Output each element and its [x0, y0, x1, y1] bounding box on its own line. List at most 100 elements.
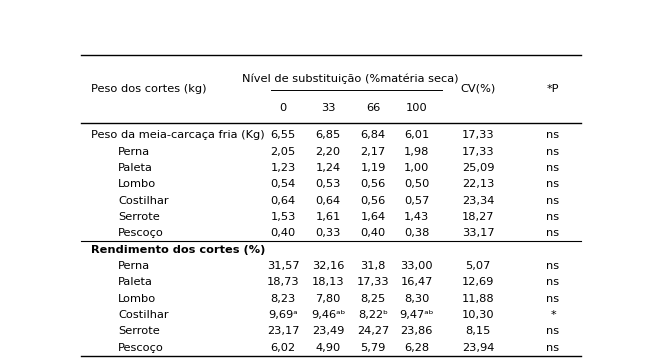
Text: 6,84: 6,84: [361, 130, 386, 140]
Text: Peso da meia-carcaça fria (Kg): Peso da meia-carcaça fria (Kg): [90, 130, 264, 140]
Text: 1,23: 1,23: [270, 163, 295, 173]
Text: 1,00: 1,00: [404, 163, 429, 173]
Text: ns: ns: [546, 228, 560, 238]
Text: Pescoço: Pescoço: [118, 228, 164, 238]
Text: Nível de substituição (%matéria seca): Nível de substituição (%matéria seca): [242, 73, 458, 84]
Text: Perna: Perna: [118, 147, 150, 156]
Text: 23,17: 23,17: [267, 326, 299, 337]
Text: Costilhar: Costilhar: [118, 196, 169, 206]
Text: 0,57: 0,57: [404, 196, 429, 206]
Text: 31,8: 31,8: [361, 261, 386, 271]
Text: 9,47ᵃᵇ: 9,47ᵃᵇ: [399, 310, 434, 320]
Text: 8,15: 8,15: [465, 326, 491, 337]
Text: ns: ns: [546, 147, 560, 156]
Text: 0,64: 0,64: [315, 196, 341, 206]
Text: 0,40: 0,40: [270, 228, 295, 238]
Text: 1,43: 1,43: [404, 212, 429, 222]
Text: 0,40: 0,40: [361, 228, 386, 238]
Text: 23,34: 23,34: [462, 196, 494, 206]
Text: 66: 66: [366, 103, 380, 113]
Text: ns: ns: [546, 163, 560, 173]
Text: Paleta: Paleta: [118, 163, 153, 173]
Text: 33,00: 33,00: [401, 261, 433, 271]
Text: 0: 0: [279, 103, 286, 113]
Text: ns: ns: [546, 212, 560, 222]
Text: 9,46ᵃᵇ: 9,46ᵃᵇ: [311, 310, 345, 320]
Text: 6,28: 6,28: [404, 343, 429, 353]
Text: 0,38: 0,38: [404, 228, 429, 238]
Text: 6,01: 6,01: [404, 130, 429, 140]
Text: 0,33: 0,33: [315, 228, 341, 238]
Text: 18,73: 18,73: [267, 277, 299, 287]
Text: 1,61: 1,61: [315, 212, 341, 222]
Text: ns: ns: [546, 343, 560, 353]
Text: ns: ns: [546, 326, 560, 337]
Text: 0,50: 0,50: [404, 179, 429, 189]
Text: 0,53: 0,53: [315, 179, 341, 189]
Text: 9,69ᵃ: 9,69ᵃ: [268, 310, 298, 320]
Text: 23,49: 23,49: [312, 326, 344, 337]
Text: 33: 33: [321, 103, 335, 113]
Text: 1,53: 1,53: [270, 212, 296, 222]
Text: Lombo: Lombo: [118, 294, 156, 304]
Text: ns: ns: [546, 179, 560, 189]
Text: CV(%): CV(%): [461, 84, 495, 94]
Text: ns: ns: [546, 277, 560, 287]
Text: 1,98: 1,98: [404, 147, 429, 156]
Text: 18,27: 18,27: [462, 212, 494, 222]
Text: 25,09: 25,09: [462, 163, 494, 173]
Text: 24,27: 24,27: [357, 326, 389, 337]
Text: Perna: Perna: [118, 261, 150, 271]
Text: 0,56: 0,56: [361, 179, 386, 189]
Text: 1,24: 1,24: [315, 163, 341, 173]
Text: Peso dos cortes (kg): Peso dos cortes (kg): [90, 84, 206, 94]
Text: 4,90: 4,90: [315, 343, 341, 353]
Text: 11,88: 11,88: [462, 294, 494, 304]
Text: 8,23: 8,23: [270, 294, 295, 304]
Text: 1,64: 1,64: [361, 212, 386, 222]
Text: 7,80: 7,80: [315, 294, 341, 304]
Text: Paleta: Paleta: [118, 277, 153, 287]
Text: 33,17: 33,17: [462, 228, 494, 238]
Text: Costilhar: Costilhar: [118, 310, 169, 320]
Text: 1,19: 1,19: [361, 163, 386, 173]
Text: 8,25: 8,25: [361, 294, 386, 304]
Text: 6,85: 6,85: [315, 130, 341, 140]
Text: 18,13: 18,13: [312, 277, 344, 287]
Text: Rendimento dos cortes (%): Rendimento dos cortes (%): [90, 245, 265, 255]
Text: 8,22ᵇ: 8,22ᵇ: [358, 310, 388, 320]
Text: 31,57: 31,57: [267, 261, 299, 271]
Text: Lombo: Lombo: [118, 179, 156, 189]
Text: 0,54: 0,54: [270, 179, 295, 189]
Text: 5,07: 5,07: [465, 261, 491, 271]
Text: 22,13: 22,13: [462, 179, 494, 189]
Text: 0,56: 0,56: [361, 196, 386, 206]
Text: 0,64: 0,64: [270, 196, 295, 206]
Text: 6,02: 6,02: [270, 343, 295, 353]
Text: 23,86: 23,86: [401, 326, 433, 337]
Text: 2,17: 2,17: [361, 147, 386, 156]
Text: 2,20: 2,20: [315, 147, 341, 156]
Text: 12,69: 12,69: [462, 277, 494, 287]
Text: Pescoço: Pescoço: [118, 343, 164, 353]
Text: 8,30: 8,30: [404, 294, 429, 304]
Text: 17,33: 17,33: [462, 147, 494, 156]
Text: ns: ns: [546, 130, 560, 140]
Text: 6,55: 6,55: [270, 130, 295, 140]
Text: 17,33: 17,33: [357, 277, 390, 287]
Text: Serrote: Serrote: [118, 212, 160, 222]
Text: 17,33: 17,33: [462, 130, 494, 140]
Text: ns: ns: [546, 294, 560, 304]
Text: 5,79: 5,79: [361, 343, 386, 353]
Text: Serrote: Serrote: [118, 326, 160, 337]
Text: *: *: [550, 310, 556, 320]
Text: 10,30: 10,30: [462, 310, 494, 320]
Text: 16,47: 16,47: [401, 277, 433, 287]
Text: ns: ns: [546, 196, 560, 206]
Text: ns: ns: [546, 261, 560, 271]
Text: *P: *P: [547, 84, 559, 94]
Text: 32,16: 32,16: [312, 261, 344, 271]
Text: 23,94: 23,94: [462, 343, 494, 353]
Text: 100: 100: [406, 103, 428, 113]
Text: 2,05: 2,05: [270, 147, 295, 156]
